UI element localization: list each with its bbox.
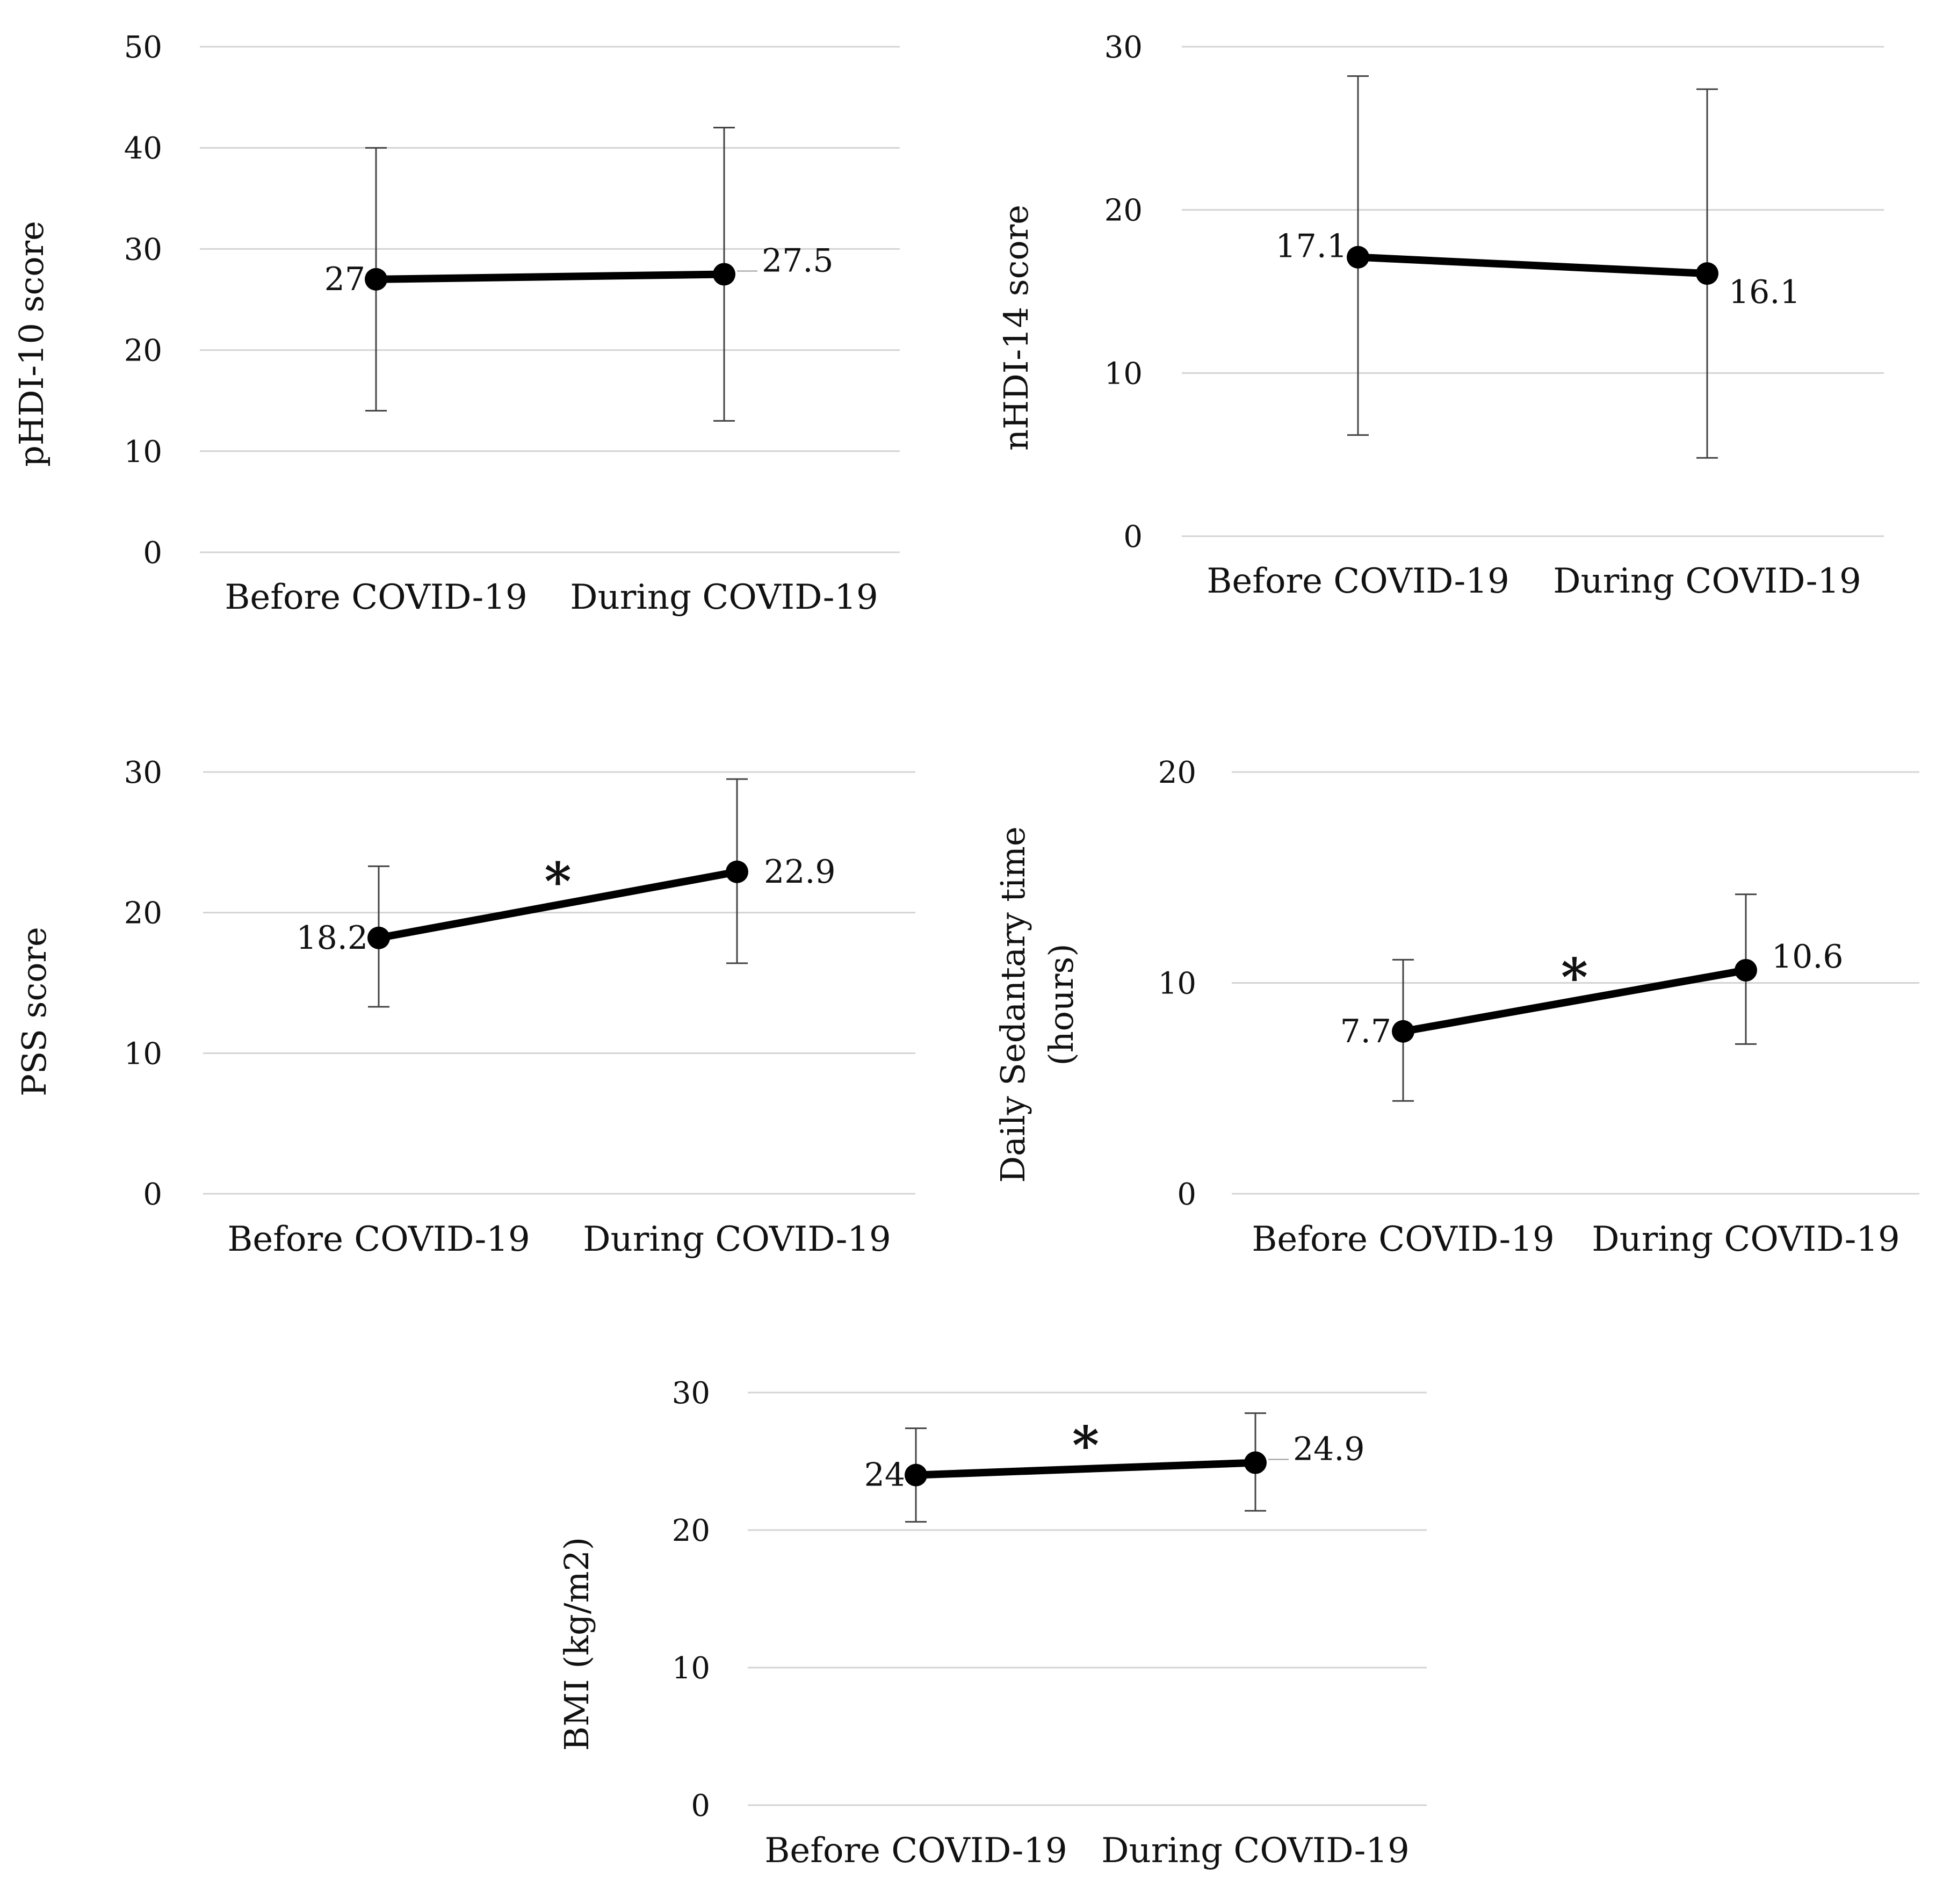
y-tick-label: 30 bbox=[1104, 30, 1143, 65]
data-point bbox=[726, 860, 748, 883]
y-tick-label: 0 bbox=[1177, 1177, 1196, 1212]
x-category-label: Before COVID-19 bbox=[1207, 561, 1509, 601]
data-label: 24 bbox=[864, 1456, 905, 1494]
data-point bbox=[905, 1463, 927, 1487]
y-axis-title-line-2: (hours) bbox=[1042, 943, 1081, 1065]
y-tick-label: 0 bbox=[691, 1788, 710, 1823]
significance-marker: * bbox=[1561, 947, 1588, 1008]
y-tick-label: 10 bbox=[672, 1651, 710, 1686]
y-tick-label: 40 bbox=[124, 131, 162, 166]
data-label: 10.6 bbox=[1772, 938, 1844, 976]
y-tick-label: 20 bbox=[124, 896, 162, 931]
x-category-label: Before COVID-19 bbox=[225, 578, 527, 617]
y-tick-label: 0 bbox=[1123, 520, 1143, 554]
y-tick-label: 30 bbox=[124, 232, 162, 267]
chart-panel-3: 0 10 20 30 PSS score Before COVID-19 During CO… bbox=[15, 755, 915, 1259]
chart-panel-1: 0 10 20 30 40 50 pHDI-10 score Before COVID-19 D… bbox=[12, 30, 900, 617]
data-label: 24.9 bbox=[1293, 1431, 1365, 1468]
data-label: 22.9 bbox=[764, 853, 836, 891]
y-tick-label: 0 bbox=[143, 536, 162, 571]
y-tick-label: 20 bbox=[1158, 755, 1196, 790]
x-category-label: Before COVID-19 bbox=[227, 1220, 530, 1259]
x-category-label: During COVID-19 bbox=[570, 578, 878, 617]
x-category-label: Before COVID-19 bbox=[1252, 1220, 1554, 1259]
y-tick-label: 30 bbox=[672, 1376, 710, 1411]
data-point bbox=[1696, 262, 1718, 285]
data-point bbox=[367, 926, 390, 949]
series-line bbox=[372, 270, 728, 283]
y-axis-title: PSS score bbox=[15, 927, 54, 1096]
y-axis-title: BMI (kg/m2) bbox=[557, 1537, 596, 1751]
y-axis-title: Daily Sedantary time bbox=[993, 826, 1032, 1182]
chart-panel-5: 0 10 20 30 BMI (kg/m2) Before COVID-19 During … bbox=[557, 1376, 1427, 1871]
x-category-label: During COVID-19 bbox=[1101, 1831, 1410, 1871]
data-point bbox=[1244, 1451, 1267, 1474]
y-tick-label: 50 bbox=[124, 30, 162, 65]
data-label: 27.5 bbox=[762, 242, 834, 279]
x-category-label: Before COVID-19 bbox=[764, 1831, 1067, 1871]
significance-marker: * bbox=[1072, 1415, 1099, 1476]
series-line bbox=[375, 868, 741, 942]
y-tick-label: 30 bbox=[124, 755, 162, 790]
y-tick-label: 10 bbox=[124, 435, 162, 470]
y-tick-label: 20 bbox=[672, 1513, 710, 1548]
x-category-label: During COVID-19 bbox=[1592, 1220, 1900, 1259]
data-point bbox=[1347, 246, 1369, 269]
y-tick-label: 20 bbox=[1104, 193, 1143, 228]
y-axis-title: nHDI-14 score bbox=[996, 205, 1036, 451]
x-category-label: During COVID-19 bbox=[1553, 561, 1861, 601]
data-label: 18.2 bbox=[296, 919, 368, 957]
chart-panel-2: 0 10 20 30 nHDI-14 score Before COVID-19 Durin… bbox=[996, 30, 1884, 601]
data-label: 16.1 bbox=[1729, 273, 1801, 311]
y-tick-label: 10 bbox=[1104, 356, 1143, 391]
y-tick-label: 10 bbox=[1158, 967, 1196, 1001]
data-point bbox=[713, 263, 735, 286]
y-tick-label: 10 bbox=[124, 1036, 162, 1071]
y-tick-label: 0 bbox=[143, 1177, 162, 1212]
series-line bbox=[1354, 253, 1711, 278]
significance-marker: * bbox=[544, 851, 571, 912]
data-label: 17.1 bbox=[1275, 228, 1347, 265]
y-axis-title: pHDI-10 score bbox=[12, 221, 51, 467]
x-category-label: During COVID-19 bbox=[583, 1220, 891, 1259]
series-line bbox=[912, 1459, 1259, 1479]
data-point bbox=[1735, 958, 1757, 982]
y-tick-label: 20 bbox=[124, 334, 162, 369]
chart-panel-4: 0 10 20 Daily Sedantary time (hours) Before C… bbox=[993, 755, 1919, 1259]
series-line bbox=[1399, 966, 1750, 1035]
data-label: 7.7 bbox=[1340, 1013, 1391, 1050]
data-label: 27 bbox=[324, 261, 365, 298]
data-point bbox=[365, 268, 387, 291]
data-point bbox=[1392, 1020, 1414, 1043]
